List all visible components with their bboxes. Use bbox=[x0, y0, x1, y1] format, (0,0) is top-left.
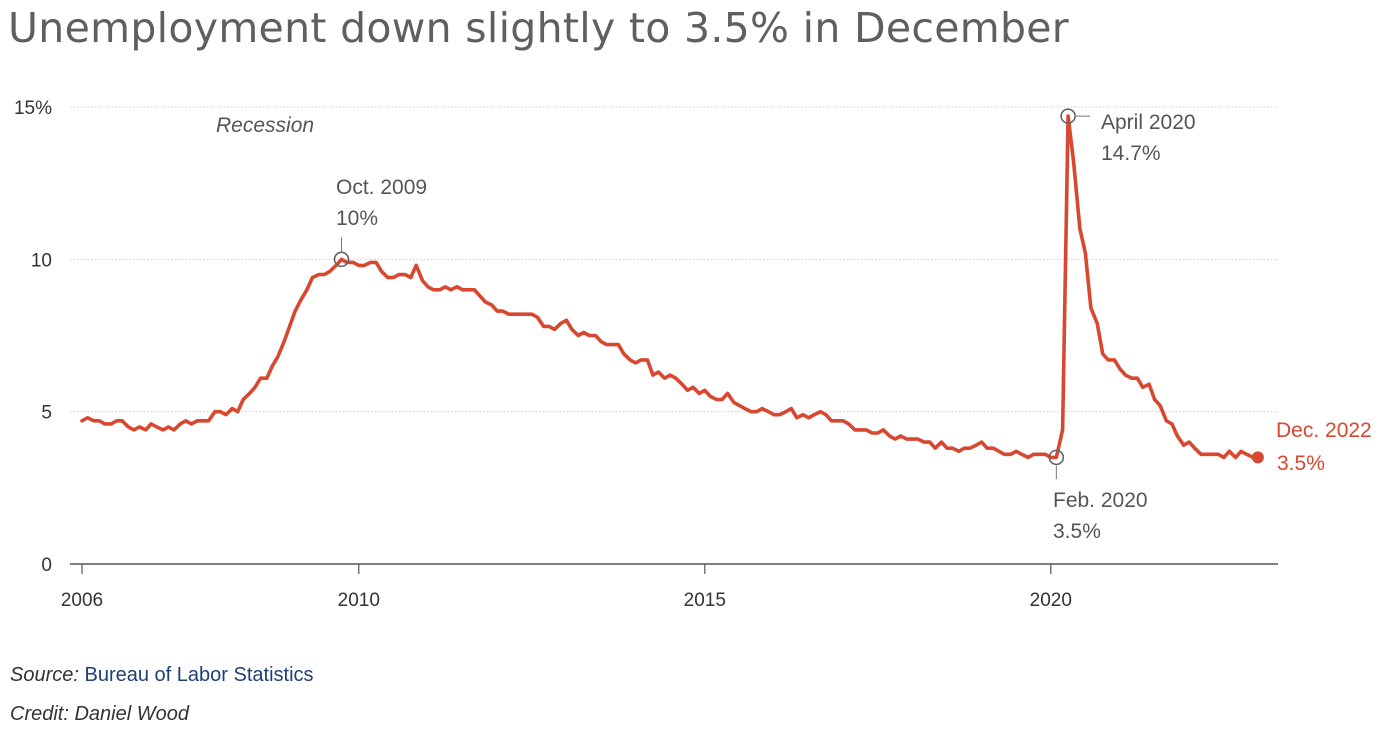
gridlines bbox=[70, 106, 1278, 565]
feb-2020-marker bbox=[1048, 449, 1065, 466]
dec-2022-endpoint-dot bbox=[1251, 451, 1264, 464]
y-axis-ticks: 0 5 10 15% bbox=[14, 98, 52, 576]
x-tick-label-2010: 2010 bbox=[338, 590, 380, 611]
unemployment-rate-line bbox=[80, 114, 1255, 460]
oct-2009-marker bbox=[333, 251, 350, 268]
x-tick-label-2006: 2006 bbox=[61, 590, 103, 611]
source-link[interactable]: Bureau of Labor Statistics bbox=[84, 664, 314, 686]
y-tick-label-15: 15% bbox=[14, 98, 52, 119]
apr-2020-label-date: April 2020 bbox=[1101, 111, 1196, 134]
oct-2009-label-value: 10% bbox=[336, 207, 378, 230]
source-line: Source: Bureau of Labor Statistics bbox=[10, 664, 314, 687]
dec-2022-label-date: Dec. 2022 bbox=[1276, 419, 1372, 442]
credit-line: Credit: Daniel Wood bbox=[10, 703, 189, 725]
annotations-layer: Oct. 2009 10% April 2020 14.7% Feb. 2020 3.5%… bbox=[333, 108, 1372, 543]
y-tick-label-0: 0 bbox=[41, 555, 52, 576]
x-tick-label-2015: 2015 bbox=[684, 590, 726, 611]
apr-2020-label-value: 14.7% bbox=[1101, 142, 1161, 165]
dec-2022-label-value: 3.5% bbox=[1277, 452, 1325, 475]
y-tick-label-10: 10 bbox=[31, 250, 52, 271]
x-tick-label-2020: 2020 bbox=[1030, 590, 1072, 611]
feb-2020-label-value: 3.5% bbox=[1053, 520, 1101, 543]
oct-2009-label-date: Oct. 2009 bbox=[336, 176, 427, 199]
feb-2020-label-date: Feb. 2020 bbox=[1053, 489, 1148, 512]
y-tick-label-5: 5 bbox=[41, 403, 52, 424]
x-axis-ticks: 2006 2010 2015 2020 bbox=[61, 564, 1072, 611]
source-label: Source: bbox=[10, 664, 79, 686]
recession-label: Recession bbox=[216, 114, 314, 137]
series-layer bbox=[80, 114, 1255, 460]
apr-2020-marker bbox=[1060, 108, 1076, 124]
chart-title: Unemployment down slightly to 3.5% in De… bbox=[8, 4, 1069, 52]
